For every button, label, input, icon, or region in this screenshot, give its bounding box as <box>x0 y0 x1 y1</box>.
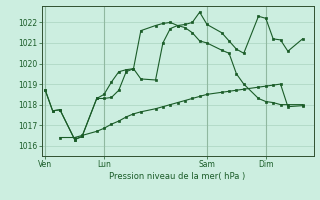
X-axis label: Pression niveau de la mer( hPa ): Pression niveau de la mer( hPa ) <box>109 172 246 181</box>
